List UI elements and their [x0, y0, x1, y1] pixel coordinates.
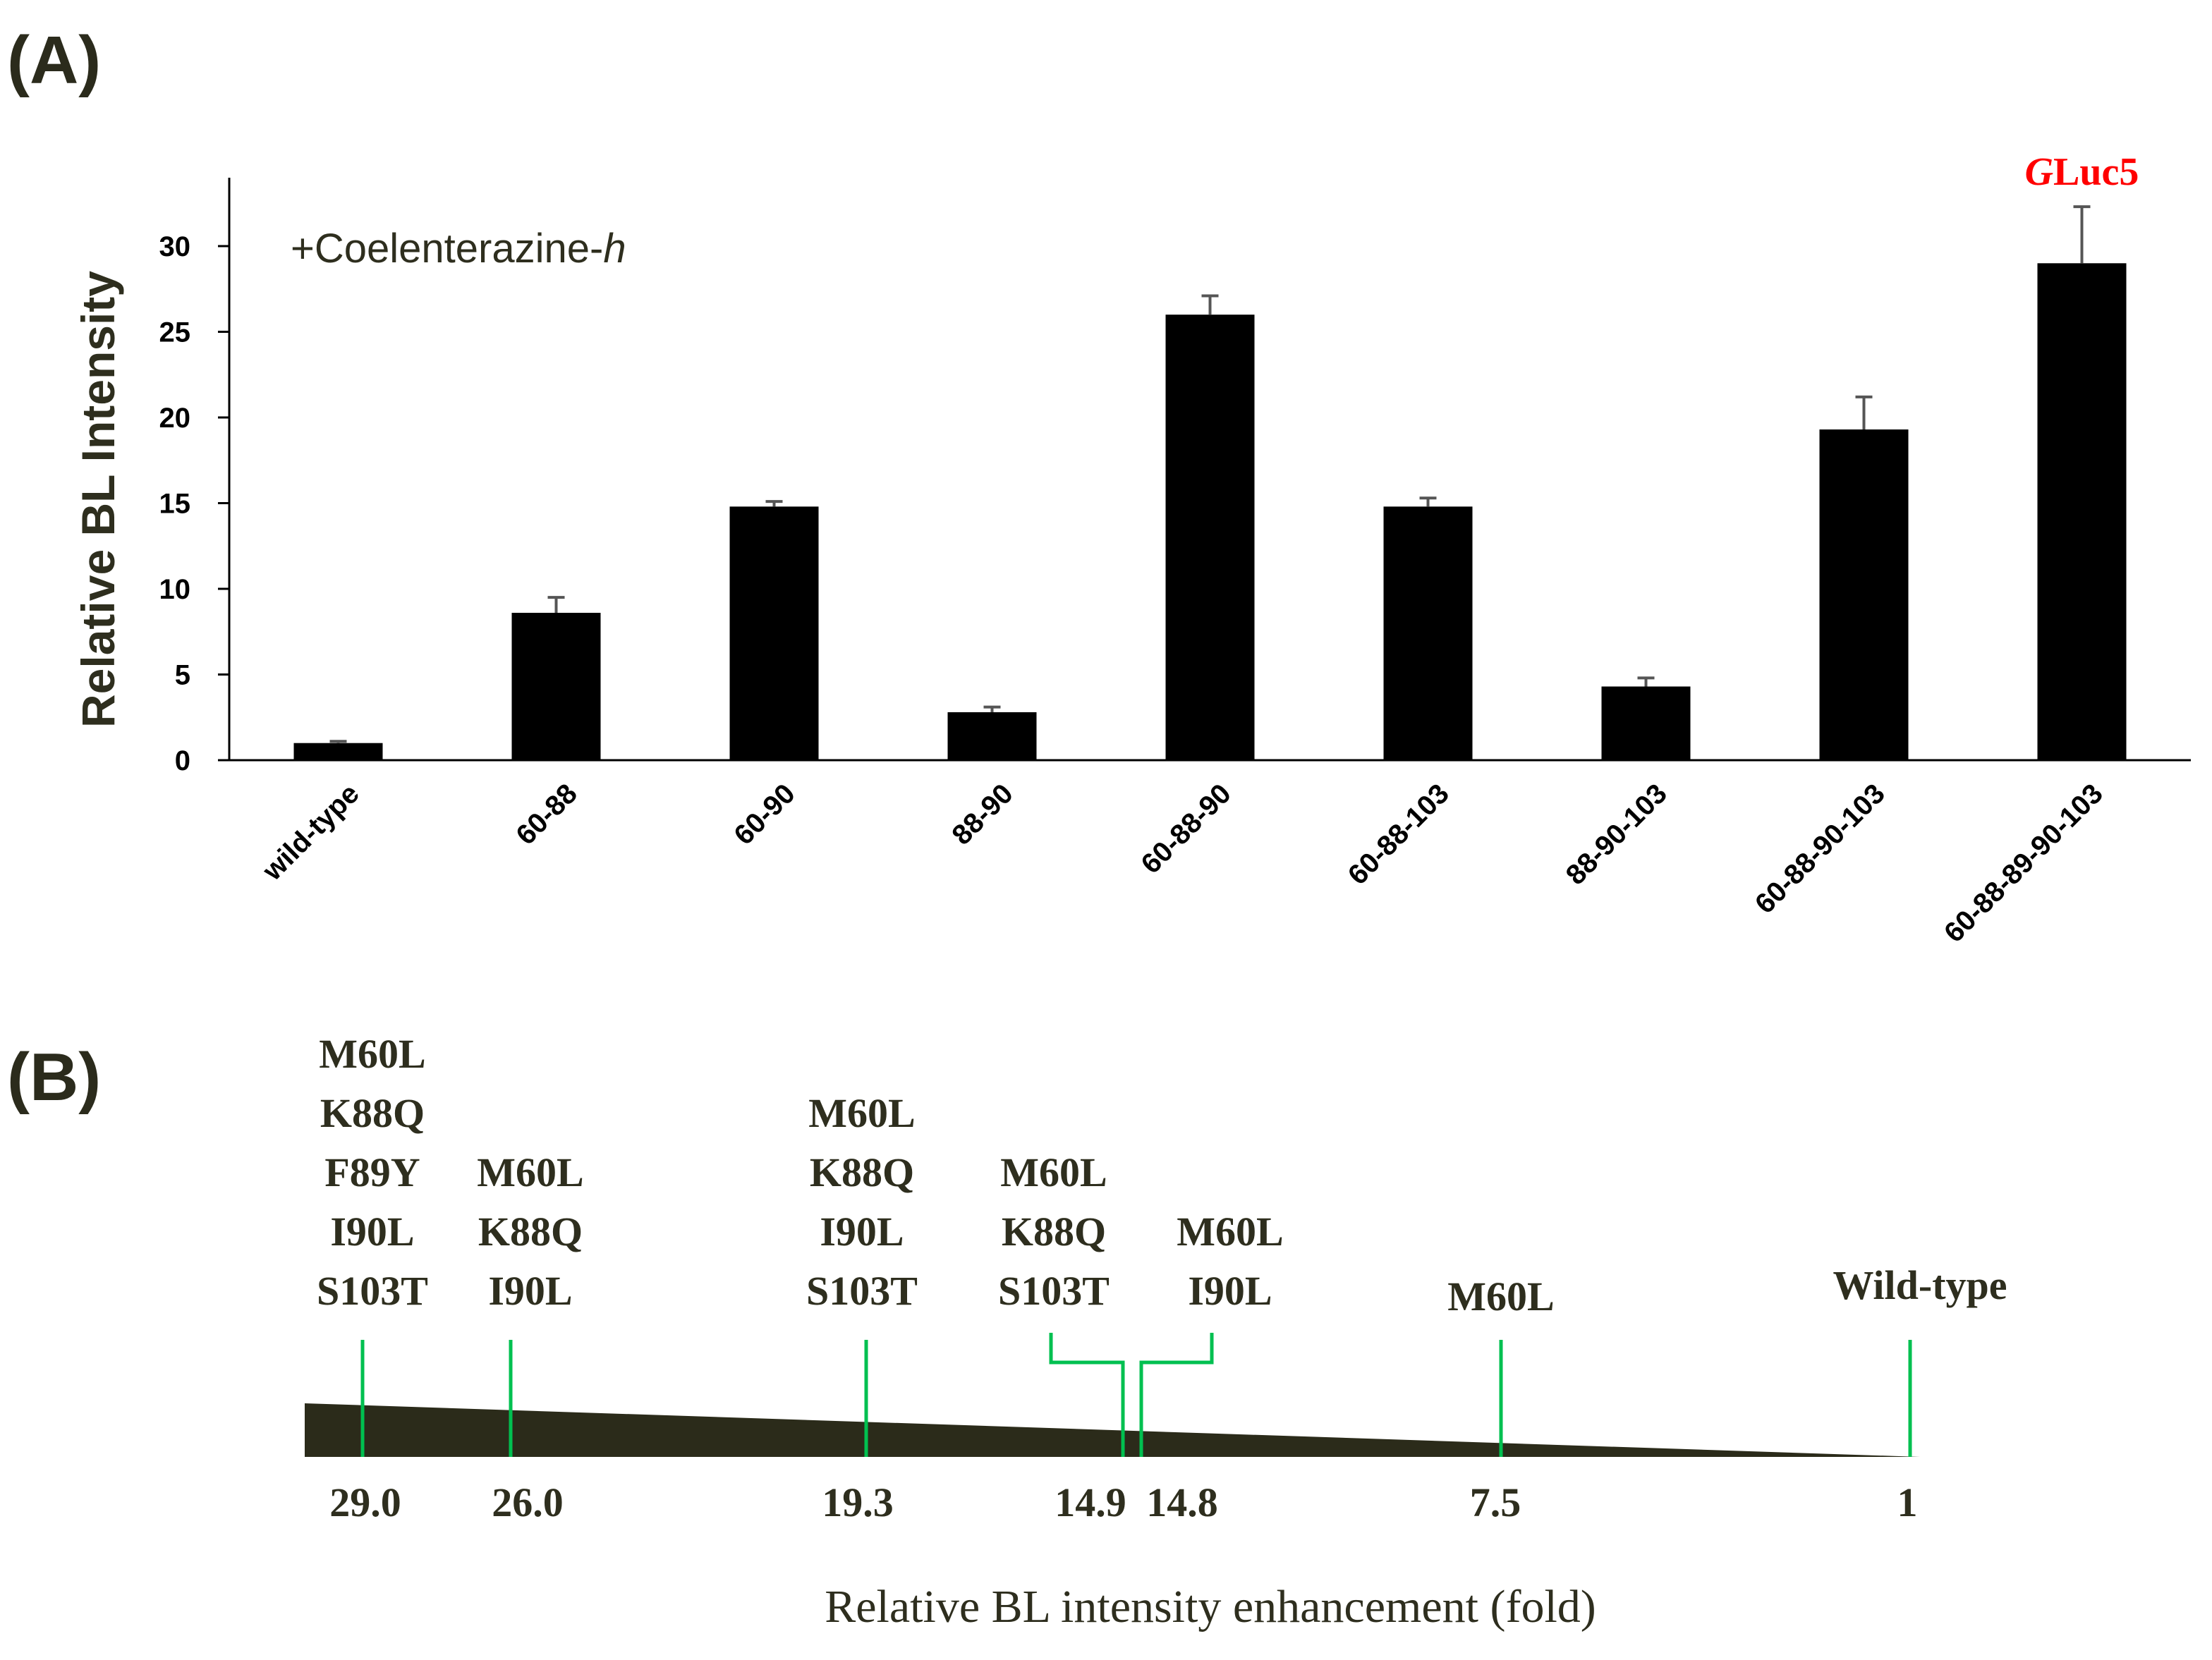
fold-label: 14.9 [1055, 1479, 1126, 1525]
x-tick-label: wild-type [256, 778, 365, 886]
bar-60-88-90 [1165, 315, 1255, 760]
x-tick-label: 60-88-103 [1342, 778, 1455, 891]
mutation-label: M60L [1447, 1274, 1554, 1319]
mutation-label: I90L [330, 1209, 414, 1255]
y-tick-label: 25 [159, 317, 191, 348]
bar-60-88-89-90-103 [2037, 263, 2127, 760]
x-tick-label: 60-88-89-90-103 [1938, 778, 2109, 948]
bar-88-90 [947, 712, 1037, 760]
highlight-suffix: Luc5 [2053, 150, 2139, 194]
mutation-label: S103T [806, 1268, 918, 1314]
enhancement-diagram: M60L K88Q F89Y I90L S103T 29.0 M60L K88Q I90L 26.… [305, 1031, 2007, 1632]
mutation-label: K88Q [320, 1090, 425, 1136]
fold-label: 7.5 [1470, 1479, 1521, 1525]
x-tick-label: 88-90 [946, 778, 1019, 850]
bar-60-88-90-103 [1819, 429, 1909, 760]
x-tick-label: 60-90 [728, 778, 801, 850]
chart-annotation: +Coelenterazine-h [291, 226, 626, 271]
x-axis-title: Relative BL intensity enhancement (fold) [825, 1581, 1596, 1632]
y-tick-label: 15 [159, 489, 191, 520]
y-tick-label: 5 [175, 660, 190, 691]
x-tick-label: 60-88 [510, 778, 583, 850]
fold-label: 26.0 [492, 1479, 564, 1525]
y-axis-label: Relative BL Intensity [72, 271, 124, 728]
x-tick-label: 88-90-103 [1560, 778, 1673, 891]
bracket-line [1139, 1333, 1214, 1457]
fold-label: 1 [1897, 1479, 1918, 1525]
annotation-italic: h [603, 226, 626, 271]
y-tick-label: 20 [159, 403, 191, 434]
enhancement-wedge [305, 1403, 1920, 1457]
mutation-label: M60L [477, 1149, 583, 1195]
mutation-label: K88Q [810, 1149, 914, 1195]
mutation-label: S103T [998, 1268, 1110, 1314]
mutation-label: M60L [1177, 1209, 1283, 1255]
x-tick-label: 60-88-90-103 [1749, 778, 1891, 920]
mutation-label: M60L [319, 1031, 425, 1077]
mutation-label: K88Q [478, 1209, 583, 1255]
mutation-label: I90L [1188, 1268, 1272, 1314]
bar-88-90-103 [1601, 686, 1691, 760]
x-tick-label: 60-88-90 [1136, 778, 1237, 879]
panel-b-label: (B) [7, 1039, 101, 1115]
mutation-label: M60L [1000, 1149, 1107, 1195]
fold-label: 29.0 [329, 1479, 401, 1525]
mutation-markers: M60L K88Q F89Y I90L S103T 29.0 M60L K88Q I90L 26.… [317, 1031, 2007, 1525]
mutation-label: Wild-type [1833, 1262, 2007, 1308]
annotation-prefix: +Coelenterazine- [291, 226, 603, 271]
y-tick-label: 0 [175, 745, 190, 776]
y-tick-label: 10 [159, 574, 191, 605]
mutation-label: I90L [488, 1268, 572, 1314]
mutation-label: F89Y [324, 1149, 420, 1195]
bar-60-90 [729, 506, 819, 760]
fold-label: 14.8 [1146, 1479, 1218, 1525]
x-tick-labels: wild-type 60-88 60-90 88-90 60-88-90 60-88-10… [256, 778, 2108, 948]
highlight-prefix: G [2025, 150, 2053, 194]
panel-a-label: (A) [7, 23, 101, 98]
fold-label: 19.3 [822, 1479, 894, 1525]
mutation-label: S103T [317, 1268, 428, 1314]
bar-wild-type [293, 743, 383, 760]
mutation-label: I90L [820, 1209, 904, 1255]
highlight-label: GLuc5 [2025, 150, 2139, 194]
y-tick-label: 30 [159, 231, 191, 262]
bracket-line [1049, 1333, 1125, 1457]
mutation-label: K88Q [1002, 1209, 1106, 1255]
bars [293, 205, 2127, 760]
bar-chart: +Coelenterazine-h Relative BL Intensity … [72, 150, 2191, 948]
bar-60-88 [511, 613, 601, 760]
mutation-label: M60L [808, 1090, 915, 1136]
bar-60-88-103 [1383, 506, 1473, 760]
